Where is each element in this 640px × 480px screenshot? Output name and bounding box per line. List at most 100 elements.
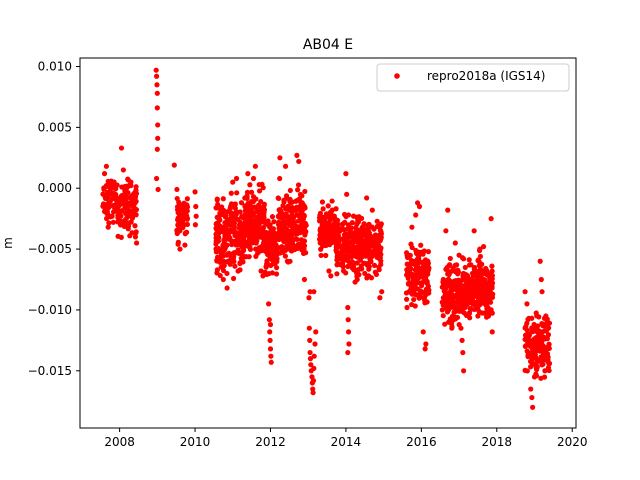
data-point <box>155 135 161 141</box>
data-point <box>418 242 424 248</box>
data-point <box>283 212 289 218</box>
data-point <box>476 259 482 265</box>
data-point <box>350 264 357 270</box>
data-point <box>529 329 536 335</box>
data-point <box>308 362 314 368</box>
data-point <box>117 195 123 201</box>
data-point <box>488 294 494 300</box>
data-point <box>281 229 287 235</box>
data-point <box>488 280 494 286</box>
data-point <box>325 203 331 209</box>
data-point <box>534 364 540 370</box>
x-tick-label: 2016 <box>406 435 437 449</box>
data-point <box>181 222 187 228</box>
data-point <box>360 224 366 230</box>
data-point <box>413 212 419 218</box>
data-point <box>423 341 429 347</box>
data-point <box>107 185 113 191</box>
data-point <box>294 212 300 218</box>
data-point <box>333 206 339 212</box>
data-point <box>329 198 335 204</box>
data-point <box>345 349 351 356</box>
data-point <box>448 269 454 275</box>
data-point <box>277 235 283 241</box>
data-point <box>326 268 332 274</box>
data-point <box>456 252 462 258</box>
data-point <box>254 238 260 244</box>
data-point <box>263 264 269 270</box>
y-tick-label: 0.010 <box>38 60 72 74</box>
data-point <box>311 353 317 359</box>
data-point <box>100 203 106 209</box>
data-point <box>479 268 485 274</box>
data-point <box>372 232 379 238</box>
data-point <box>269 245 275 251</box>
data-point <box>528 364 534 370</box>
data-point <box>271 219 277 225</box>
data-point <box>260 204 266 211</box>
data-point <box>454 295 460 301</box>
data-point <box>544 336 550 342</box>
data-point <box>537 348 543 354</box>
data-point <box>247 244 253 250</box>
data-point <box>462 304 468 310</box>
data-point <box>477 302 483 308</box>
data-point <box>453 269 459 275</box>
data-point <box>472 302 478 308</box>
data-point <box>276 225 282 231</box>
data-point <box>300 229 307 235</box>
data-point <box>280 203 286 209</box>
data-point <box>101 185 107 191</box>
data-point <box>123 198 129 205</box>
data-point <box>250 175 257 182</box>
data-point <box>120 167 126 173</box>
data-point <box>289 199 296 205</box>
data-point <box>274 255 280 261</box>
data-point <box>346 341 352 347</box>
data-point <box>176 216 182 222</box>
data-point <box>484 268 490 274</box>
data-point <box>193 203 199 210</box>
data-point <box>250 223 256 229</box>
data-point <box>231 251 237 257</box>
data-point <box>447 294 454 301</box>
data-point <box>325 224 331 230</box>
data-point <box>259 248 265 254</box>
data-point <box>220 242 227 248</box>
data-point <box>265 247 271 254</box>
data-point <box>531 321 537 328</box>
data-point <box>443 286 449 292</box>
data-point <box>405 281 411 287</box>
y-axis-label: m <box>1 237 15 249</box>
y-tick-label: 0.000 <box>38 181 72 195</box>
data-point <box>318 226 325 233</box>
data-point <box>154 82 160 88</box>
data-point <box>218 207 224 214</box>
data-point <box>184 208 190 214</box>
data-point <box>356 214 362 220</box>
data-point <box>244 189 251 195</box>
data-point <box>213 235 219 241</box>
data-point <box>184 229 190 235</box>
data-point <box>243 232 249 238</box>
x-tick-label: 2010 <box>180 435 211 449</box>
data-point <box>345 304 351 311</box>
data-point <box>461 368 467 374</box>
data-point <box>522 343 528 349</box>
data-point <box>541 328 548 334</box>
x-tick-label: 2012 <box>255 435 286 449</box>
data-point <box>418 283 425 289</box>
data-point <box>238 200 245 206</box>
data-point <box>224 218 230 224</box>
data-point <box>224 270 230 277</box>
data-point <box>121 223 127 230</box>
data-point <box>485 313 492 319</box>
data-point <box>466 257 472 263</box>
data-point <box>442 321 448 327</box>
data-point <box>425 266 431 272</box>
data-point <box>248 189 255 195</box>
data-point <box>524 368 530 374</box>
data-point <box>217 272 223 279</box>
data-point <box>127 202 134 209</box>
data-point <box>345 212 352 218</box>
